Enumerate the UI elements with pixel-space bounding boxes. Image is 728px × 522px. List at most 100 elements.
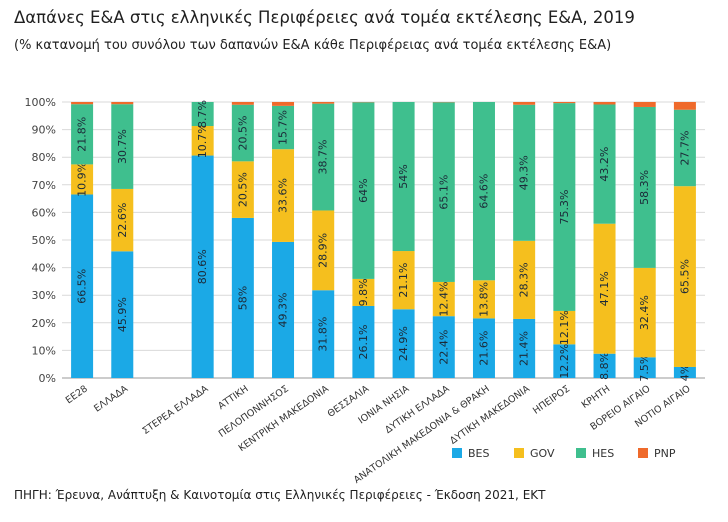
bar-pnp-segment xyxy=(111,102,134,105)
source-note: ΠΗΓΗ: Έρευνα, Ανάπτυξη & Καινοτομία στις… xyxy=(14,488,546,502)
bar-gov-segment xyxy=(231,161,254,218)
bar-hes-segment xyxy=(432,102,455,282)
category-label: ΕΛΛΑΔΑ xyxy=(92,383,130,414)
category-label: ΑΤΤΙΚΗ xyxy=(216,383,250,412)
bar-gov-segment xyxy=(352,278,375,306)
bar-gov-segment xyxy=(272,149,295,242)
legend-swatch-bes xyxy=(452,448,462,458)
data-label: 8.8% xyxy=(598,352,611,380)
bar-bes-segment xyxy=(272,241,295,378)
chart-title: Δαπάνες Ε&Α στις ελληνικές Περιφέρειες α… xyxy=(14,8,635,27)
data-label: 21.4% xyxy=(518,331,531,366)
data-label: 32.4% xyxy=(638,295,651,330)
bar-gov-segment xyxy=(71,164,94,195)
data-label: 64% xyxy=(357,178,370,202)
bar-hes-segment xyxy=(71,104,94,165)
bar-pnp-segment xyxy=(312,102,335,104)
legend-swatch-hes xyxy=(576,448,586,458)
y-tick-label: 10% xyxy=(32,344,56,357)
data-label: 10.7% xyxy=(196,123,209,158)
bar-gov-segment xyxy=(432,281,455,317)
bar-bes-segment xyxy=(472,318,495,378)
bar-gov-segment xyxy=(673,186,696,367)
bar-bes-segment xyxy=(432,316,455,378)
y-tick-label: 30% xyxy=(32,289,56,302)
data-label: 12.4% xyxy=(437,282,450,317)
data-label: 28.3% xyxy=(518,262,531,297)
y-tick-label: 70% xyxy=(32,179,56,192)
legend-swatch-gov xyxy=(514,448,524,458)
bar-bes-segment xyxy=(191,155,214,378)
bar-bes-segment xyxy=(513,318,536,378)
legend-label-gov: GOV xyxy=(530,447,555,460)
data-label: 47.1% xyxy=(598,271,611,306)
bar-gov-segment xyxy=(191,126,214,156)
category-label: ΗΠΕΙΡΟΣ xyxy=(531,383,572,416)
bar-hes-segment xyxy=(633,106,656,268)
data-label: 10.9% xyxy=(76,162,89,197)
category-label: ΣΤΕΡΕΑ ΕΛΛΑΔΑ xyxy=(141,383,211,437)
data-label: 22.6% xyxy=(116,203,129,238)
data-label: 7.5% xyxy=(638,354,651,382)
data-label: 21.6% xyxy=(477,331,490,366)
bar-gov-segment xyxy=(392,251,415,310)
data-label: 22.4% xyxy=(437,330,450,365)
bar-hes-segment xyxy=(553,103,576,311)
stacked-bar-chart: 0% 10% 20% 30% 40% 50% 60% 70% 80% 90% 100% 66.5% 10… xyxy=(25,96,705,485)
category-label: ΠΕΛΟΠΟΝΝΗΣΟΣ xyxy=(217,383,291,439)
data-label: 58% xyxy=(236,286,249,310)
y-tick-label: 0% xyxy=(39,372,56,385)
data-label: 43.2% xyxy=(598,147,611,182)
data-label: 33.6% xyxy=(277,178,290,213)
legend-label-hes: HES xyxy=(592,447,614,460)
data-label: 28.9% xyxy=(317,233,330,268)
data-label: 49.3% xyxy=(518,155,531,190)
bar-pnp-segment xyxy=(71,102,94,105)
data-label: 66.5% xyxy=(76,269,89,304)
data-label: 21.8% xyxy=(76,117,89,152)
bar-bes-segment xyxy=(231,217,254,378)
bar-bes-segment xyxy=(312,290,335,378)
y-tick-label: 20% xyxy=(32,317,56,330)
bar-pnp-segment xyxy=(633,102,656,107)
category-label: ΚΡΗΤΗ xyxy=(580,383,613,410)
bar-bes-segment xyxy=(633,357,656,378)
bar-gov-segment xyxy=(513,240,536,319)
legend-label-bes: BES xyxy=(468,447,489,460)
data-label: 4% xyxy=(678,364,691,381)
data-label: 8.7% xyxy=(196,100,209,128)
bar-bes-segment xyxy=(352,305,375,378)
bar-hes-segment xyxy=(392,102,415,252)
category-label: ΕΕ28 xyxy=(64,383,90,406)
chart-subtitle: (% κατανομή του συνόλου των δαπανών Ε&Α … xyxy=(14,38,612,53)
bar-pnp-segment xyxy=(272,102,295,106)
data-label: 58.3% xyxy=(638,170,651,205)
bar-pnp-segment xyxy=(593,102,616,105)
bar-hes-segment xyxy=(111,104,134,189)
y-tick-label: 60% xyxy=(32,206,56,219)
bar-hes-segment xyxy=(191,102,214,127)
legend-swatch-pnp xyxy=(638,448,648,458)
data-label: 75.3% xyxy=(558,190,571,225)
bar-gov-segment xyxy=(633,267,656,358)
bar-bes-segment xyxy=(673,366,696,378)
bar-hes-segment xyxy=(231,104,254,162)
bar-pnp-segment xyxy=(231,102,254,105)
bar-gov-segment xyxy=(312,210,335,291)
bar-hes-segment xyxy=(272,105,295,150)
data-label: 9.8% xyxy=(357,278,370,306)
bar-bes-segment xyxy=(111,251,134,378)
y-tick-label: 80% xyxy=(32,151,56,164)
y-tick-label: 50% xyxy=(32,234,56,247)
bar-bes-segment xyxy=(553,344,576,378)
bar-pnp-segment xyxy=(553,102,576,104)
bar-hes-segment xyxy=(673,109,696,187)
bar-gov-segment xyxy=(553,310,576,345)
data-label: 65.1% xyxy=(437,175,450,210)
y-tick-label: 100% xyxy=(25,96,56,109)
bar-pnp-segment xyxy=(673,102,696,110)
data-label: 20.5% xyxy=(236,116,249,151)
data-label: 12.2% xyxy=(558,344,571,379)
bar-gov-segment xyxy=(472,280,495,319)
data-label: 38.7% xyxy=(317,140,330,175)
